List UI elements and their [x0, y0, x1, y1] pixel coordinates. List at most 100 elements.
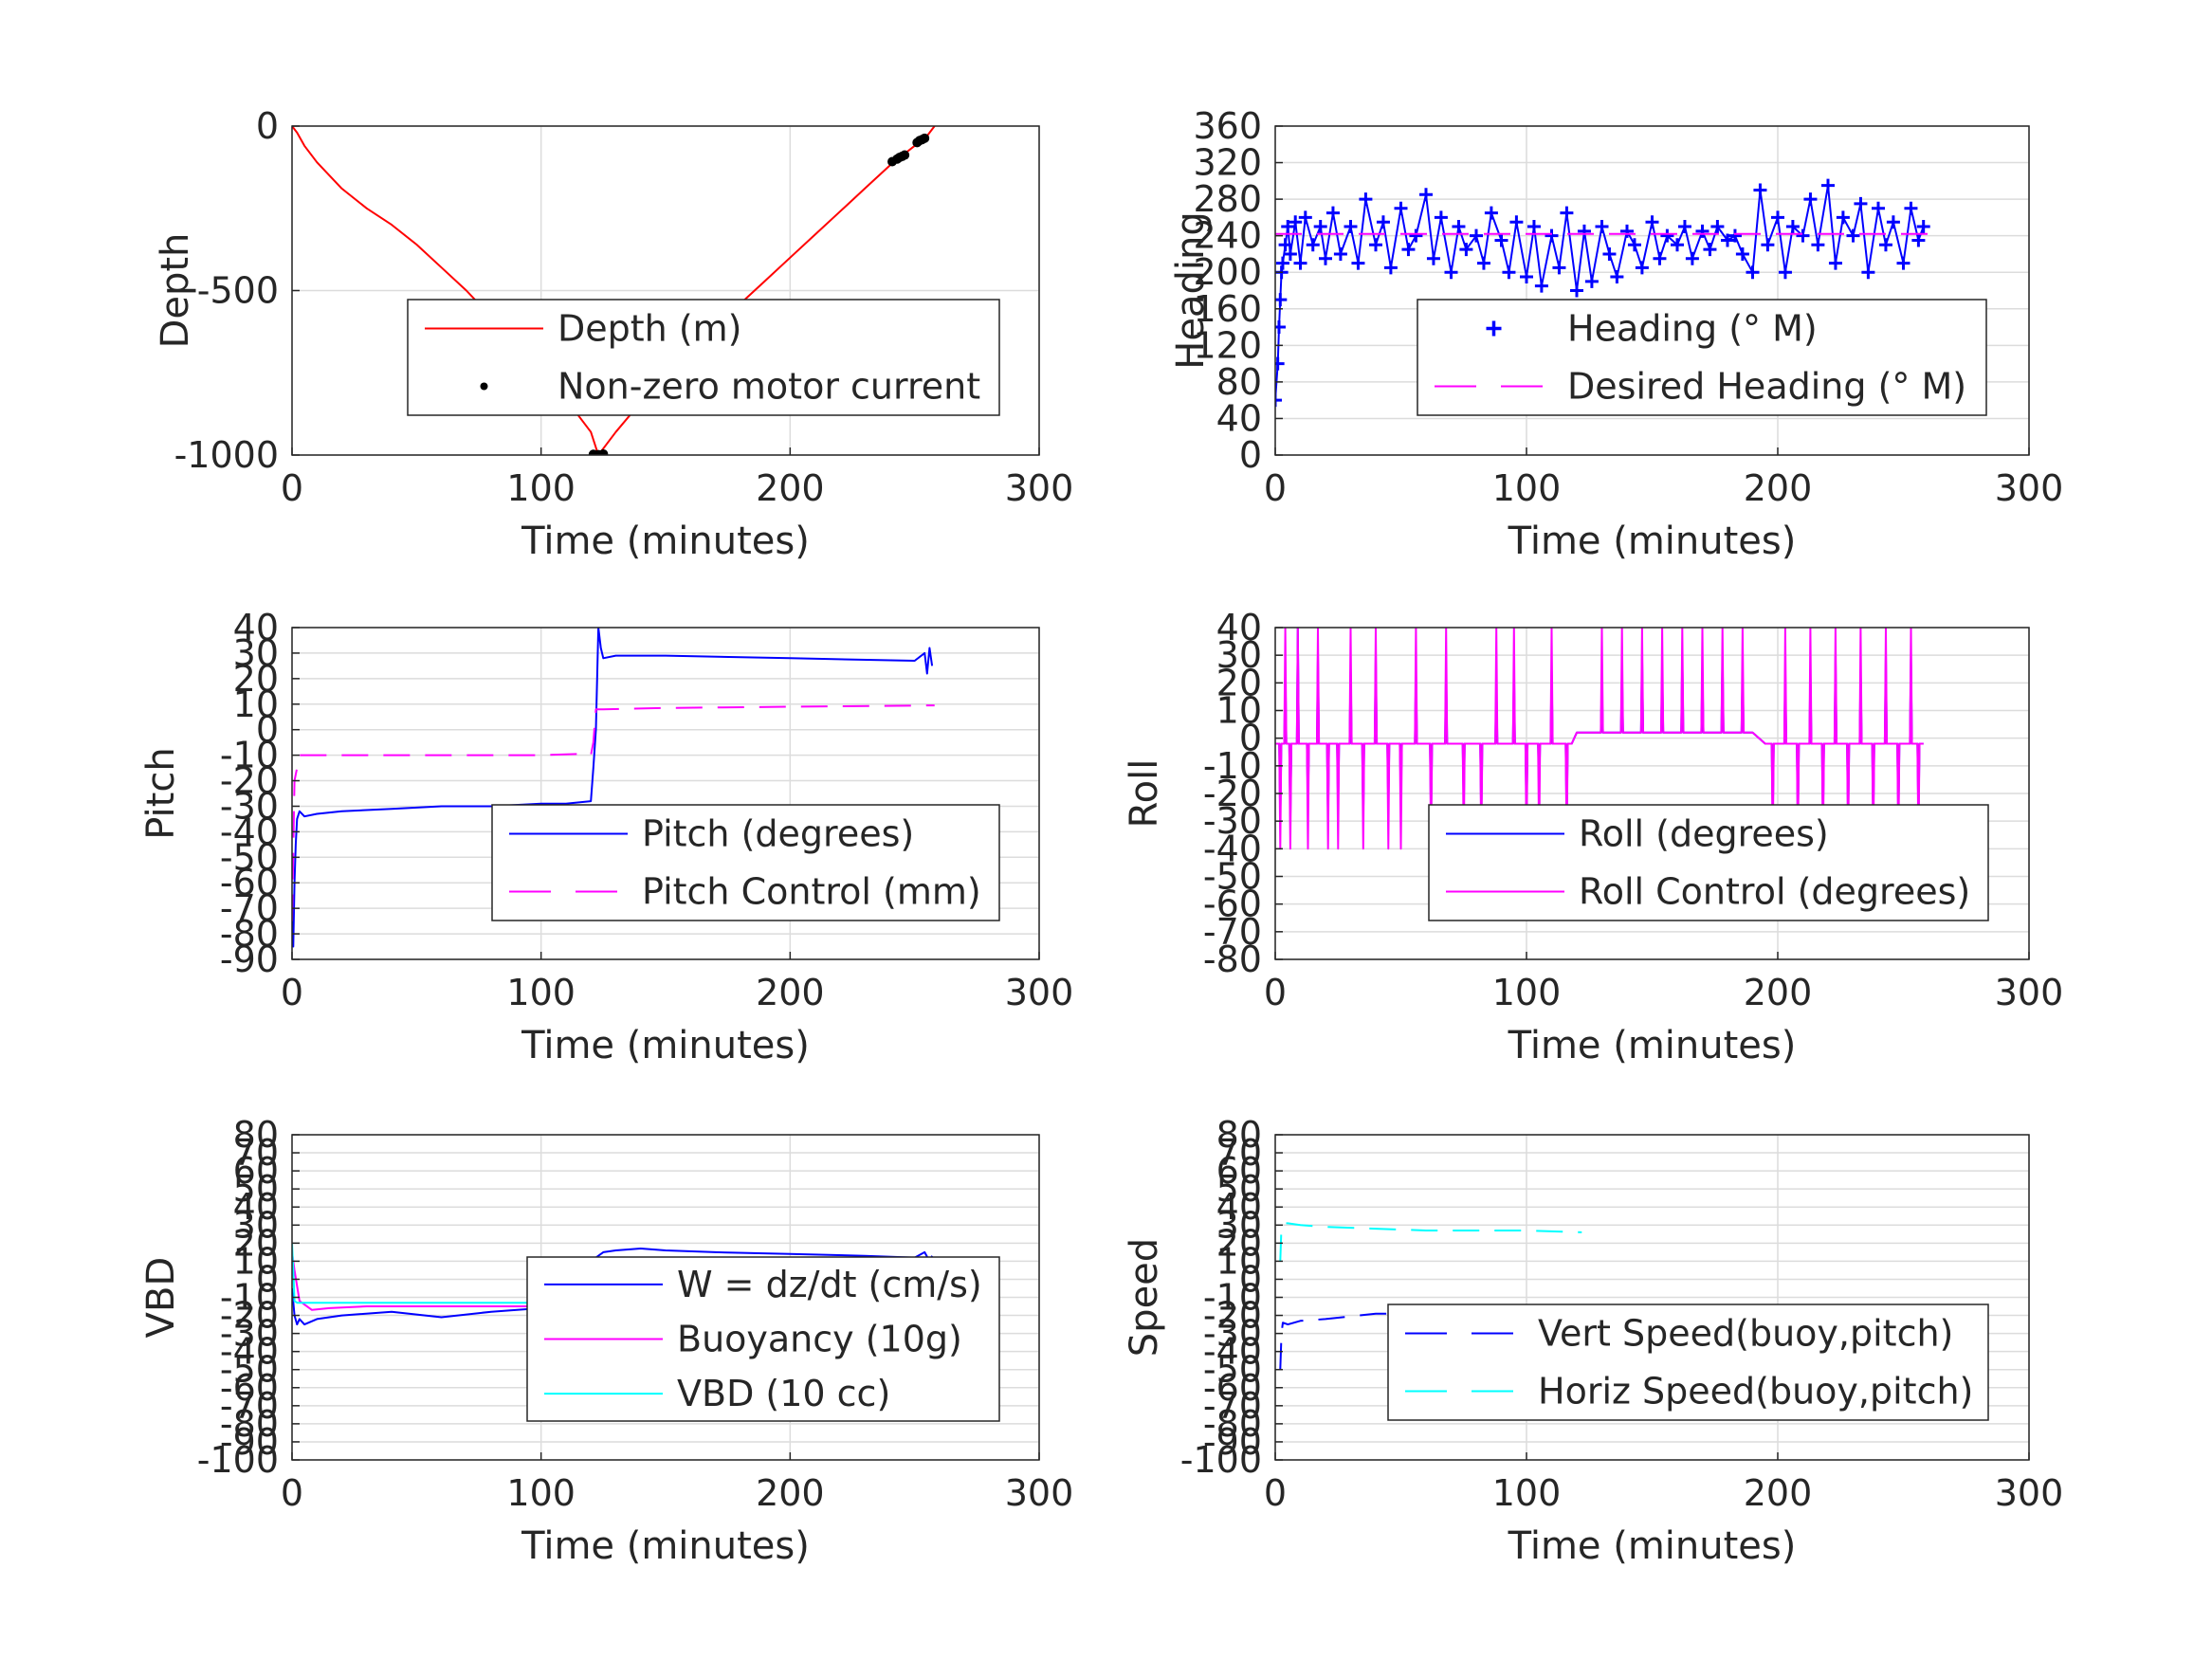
y-tick-label: 0: [1239, 1258, 1262, 1300]
y-tick-label: -20: [1203, 1295, 1262, 1337]
y-tick-label: -10: [1203, 745, 1262, 787]
y-tick-label: -80: [1203, 939, 1262, 980]
data-point: [1710, 220, 1725, 234]
data-point: [1494, 233, 1508, 247]
data-point: [1434, 210, 1448, 225]
data-point: [1872, 201, 1885, 215]
y-tick-label: 30: [1216, 1204, 1262, 1246]
y-tick-label: 0: [1239, 434, 1262, 476]
y-tick-label: -60: [1203, 884, 1262, 925]
y-axis-label: Depth: [154, 233, 197, 349]
y-tick-label: 360: [1193, 105, 1262, 147]
data-point: [1771, 210, 1784, 225]
series-pitch-1-line: [292, 704, 935, 921]
y-tick-label: -80: [220, 1403, 279, 1445]
x-tick-label: 100: [1492, 467, 1562, 509]
y-tick-label: 120: [1193, 324, 1262, 366]
data-point: [920, 133, 930, 143]
x-tick-label: 0: [1264, 972, 1287, 1013]
data-point: [1426, 251, 1440, 265]
data-layer: [1275, 628, 1924, 850]
data-point: [1289, 215, 1303, 229]
data-point: [1444, 265, 1458, 280]
y-tick-label: 30: [1216, 634, 1262, 676]
y-tick-label: -30: [1203, 800, 1262, 842]
x-tick-label: 300: [1005, 467, 1074, 509]
data-point: [1916, 220, 1930, 234]
data-point: [1383, 261, 1398, 275]
x-tick-label: 200: [1744, 972, 1813, 1013]
data-point: [1778, 265, 1792, 280]
data-point: [1811, 238, 1825, 252]
y-tick-label: 60: [233, 1150, 279, 1192]
y-tick-label: 30: [233, 632, 279, 674]
y-axis-label: Heading: [1169, 211, 1213, 369]
y-axis-label: Speed: [1123, 1238, 1166, 1357]
chart-roll: 0 100 200 300-80-70-60-50-40-30-20-10010203…: [1123, 607, 2063, 1067]
x-tick-label: 0: [281, 1472, 303, 1514]
chart-heading: 0 100 200 30004080120160200240280320360Time…: [1169, 105, 2063, 563]
legend-label: Pitch Control (mm): [642, 871, 981, 913]
x-tick-label: 100: [1492, 972, 1562, 1013]
data-point: [1610, 270, 1624, 284]
legend-marker: [480, 382, 488, 391]
legend-box: [1417, 299, 1987, 416]
x-tick-label: 0: [281, 467, 303, 509]
y-tick-label: 40: [1216, 1186, 1262, 1228]
data-point: [1325, 206, 1340, 220]
data-point: [1344, 220, 1358, 234]
data-point: [1577, 224, 1591, 238]
y-tick-label: 80: [233, 1114, 279, 1156]
data-point: [1685, 251, 1699, 265]
legend: Roll (degrees) Roll Control (degrees): [1428, 804, 1989, 921]
x-tick-label: 300: [1005, 972, 1074, 1013]
y-tick-label: -90: [1203, 1421, 1262, 1463]
data-point: [1653, 251, 1667, 265]
x-axis-label: Time (minutes): [1508, 520, 1797, 563]
legend-label: Roll (degrees): [1579, 813, 1829, 855]
data-point: [1278, 238, 1292, 252]
data-point: [1560, 206, 1574, 220]
y-tick-label: 70: [1216, 1132, 1262, 1174]
data-point: [1376, 215, 1390, 229]
y-tick-label: -100: [1180, 1439, 1262, 1481]
y-axis-label: VBD: [139, 1257, 183, 1339]
data-point: [1545, 228, 1559, 243]
y-tick-label: -90: [220, 1421, 279, 1463]
y-tick-label: -70: [1203, 911, 1262, 953]
x-axis-label: Time (minutes): [1508, 1524, 1797, 1568]
y-tick-label: -70: [220, 887, 279, 929]
data-point: [1459, 243, 1473, 257]
data-point: [1627, 238, 1641, 252]
chart-speed: 0 100 200 300-100-90-80-70-60-50-40-30-20-1…: [1123, 1114, 2063, 1568]
data-point: [1306, 238, 1320, 252]
legend-label: VBD (10 cc): [677, 1373, 890, 1414]
y-tick-label: 70: [233, 1132, 279, 1174]
data-point: [1861, 265, 1875, 280]
data-point: [1369, 238, 1382, 252]
data-point: [1785, 220, 1800, 234]
y-tick-label: 10: [233, 1240, 279, 1282]
x-axis-label: Time (minutes): [521, 1024, 810, 1067]
x-tick-label: 300: [1005, 1472, 1074, 1514]
data-point: [1452, 220, 1466, 234]
data-point: [598, 448, 609, 455]
data-layer: [292, 126, 936, 455]
y-tick-label: -10: [1203, 1277, 1262, 1319]
y-tick-label: -50: [220, 1349, 279, 1391]
y-axis-label: Roll: [1123, 759, 1166, 829]
data-point: [1275, 356, 1285, 371]
data-point: [1526, 220, 1541, 234]
data-point: [1721, 233, 1734, 247]
data-point: [1319, 251, 1332, 265]
data-point: [1886, 215, 1900, 229]
x-tick-label: 300: [1995, 467, 2064, 509]
data-point: [1911, 233, 1926, 247]
data-point: [1351, 256, 1365, 270]
legend-label: Desired Heading (° M): [1567, 366, 1966, 408]
data-point: [1476, 256, 1490, 270]
x-axis-label: Time (minutes): [1508, 1024, 1797, 1067]
data-point: [1735, 246, 1749, 261]
x-tick-label: 200: [756, 1472, 825, 1514]
